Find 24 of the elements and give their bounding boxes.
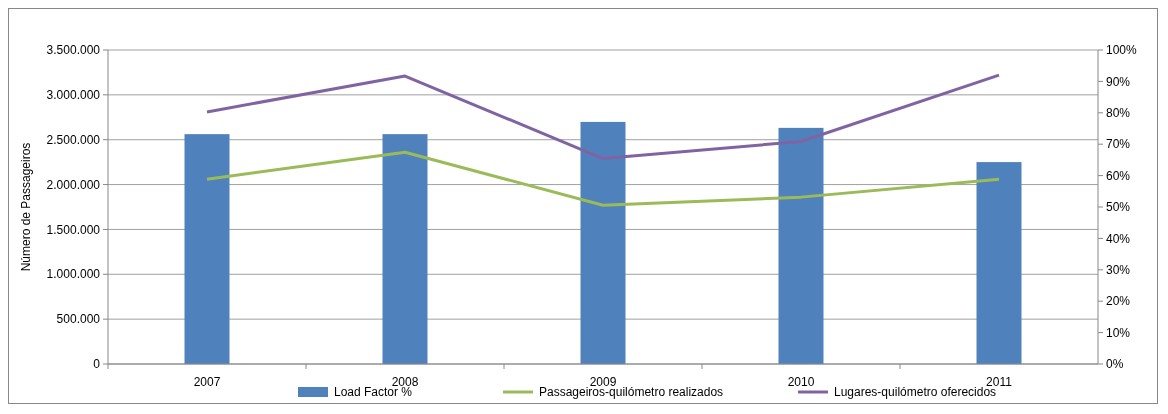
y2-tick-label: 10% [1106, 325, 1131, 340]
line-series [205, 150, 1001, 207]
y-tick-label: 0 [93, 357, 101, 372]
y-tick-label: 3.500.000 [46, 43, 101, 58]
y2-tick-label: 90% [1106, 74, 1131, 89]
y2-tick-label: 50% [1106, 200, 1131, 215]
y2-tick-label: 0% [1106, 357, 1124, 372]
y2-tick-label: 40% [1106, 231, 1131, 246]
y2-tick-label: 70% [1106, 137, 1131, 152]
y2-tick-label: 30% [1106, 263, 1131, 277]
y2-tick-label: 20% [1106, 294, 1131, 309]
y-tick-label: 500.000 [56, 312, 101, 327]
x-tick-label: 2007 [193, 375, 221, 389]
y-tick-label: 1.500.000 [46, 222, 101, 237]
y-tick-label: 2.500.000 [46, 132, 101, 147]
x-tick-label: 2010 [787, 375, 815, 389]
y2-tick-label: 80% [1106, 106, 1131, 120]
y-tick-label: 3.000.000 [46, 88, 101, 103]
y-tick-label: 2.000.000 [46, 177, 101, 192]
y2-tick-label: 100% [1106, 43, 1138, 58]
y-tick-label: 1.000.000 [46, 267, 101, 282]
y-axis-title: Número de Passageiros [19, 142, 33, 272]
y2-tick-label: 60% [1106, 168, 1131, 183]
line-series [205, 73, 1001, 161]
